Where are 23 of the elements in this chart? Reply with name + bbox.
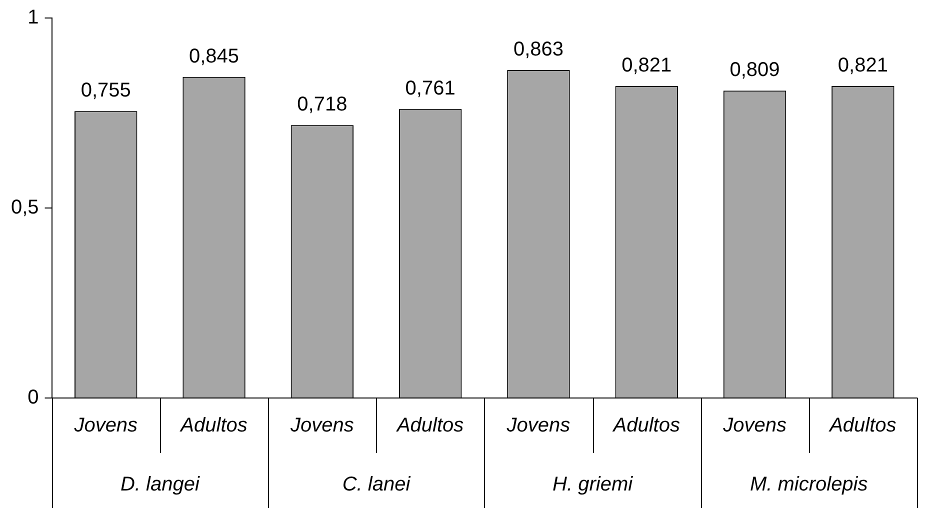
x-tick-label: Jovens <box>506 414 570 437</box>
y-tick-label: 0 <box>28 386 39 409</box>
data-label: 0,755 <box>80 80 131 102</box>
x-tick-label: Adultos <box>612 414 680 437</box>
text: D. langei <box>120 474 200 496</box>
text: M. microlepis <box>750 474 868 496</box>
x-tick-label: Jovens <box>289 414 354 437</box>
data-label: 0,761 <box>405 77 456 100</box>
x-tick-label: Adultos <box>396 414 464 437</box>
x-tick-label: Jovens <box>722 414 786 437</box>
text: H. griemi <box>552 474 634 496</box>
y-tick-label: 0,5 <box>10 196 39 219</box>
y-tick-label: 1 <box>28 6 39 29</box>
text: C. lanei <box>342 474 411 496</box>
data-label: 0,863 <box>513 38 564 61</box>
data-label: 0,821 <box>622 54 672 77</box>
data-label: 0,821 <box>838 54 888 77</box>
data-label: 0,718 <box>297 94 348 116</box>
data-label: 0,845 <box>188 45 240 68</box>
x-tick-label: Adultos <box>180 414 248 437</box>
x-tick-label: Adultos <box>828 414 896 437</box>
x-tick-label: Jovens <box>73 414 138 437</box>
data-label: 0,809 <box>730 59 780 82</box>
